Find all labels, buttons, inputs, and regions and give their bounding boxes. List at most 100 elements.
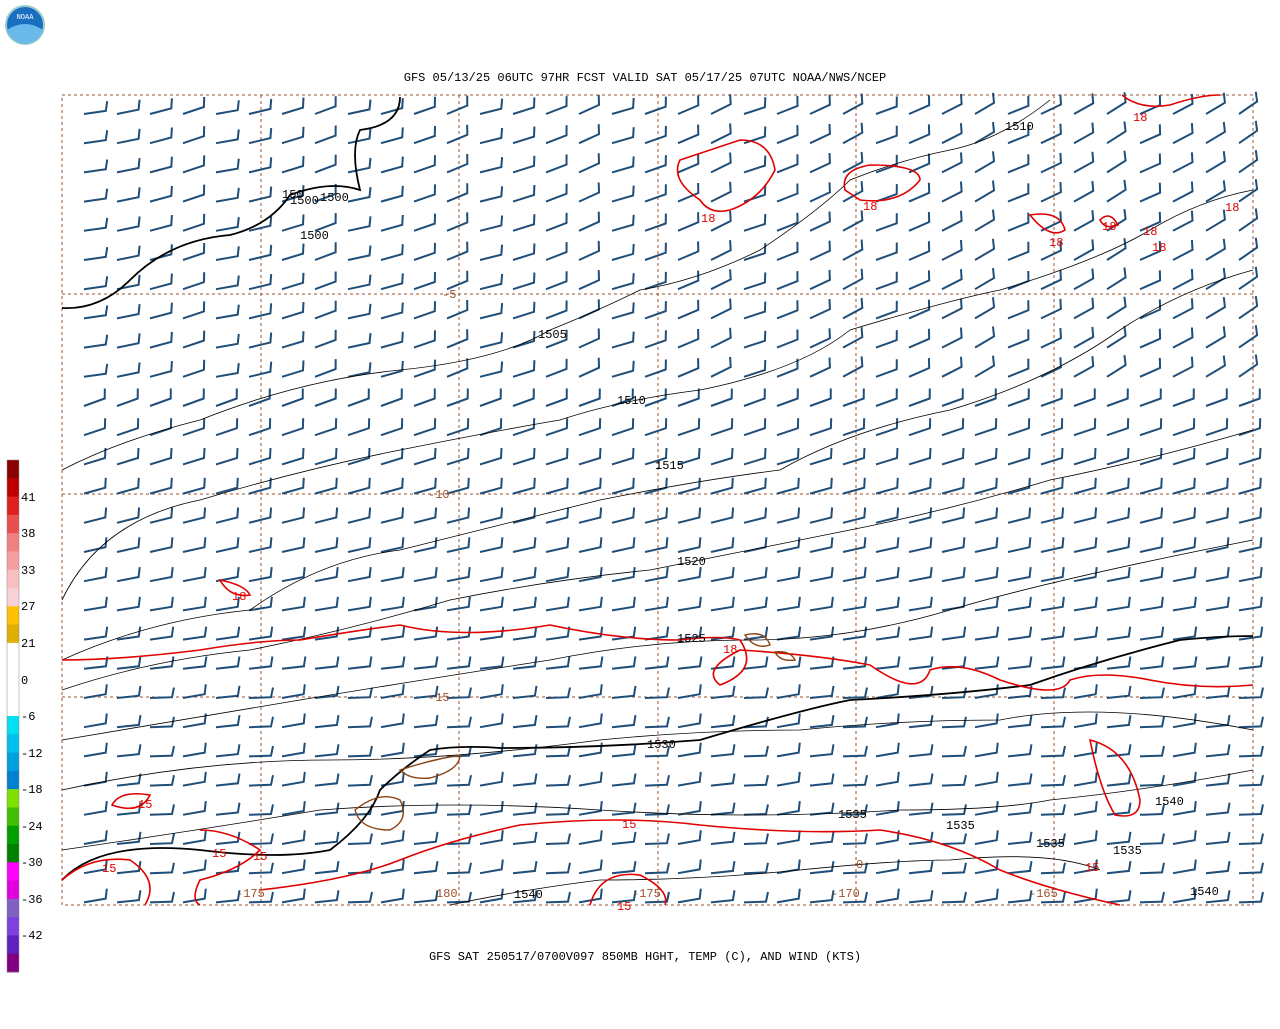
wind-barb [446, 388, 469, 407]
wind-barb [842, 93, 864, 115]
wind-barb [479, 771, 504, 787]
wind-barb [578, 211, 601, 232]
wind-barb [149, 656, 175, 670]
wind-barb [116, 744, 142, 758]
wind-barb [842, 297, 864, 320]
wind-barb [314, 773, 340, 787]
wind-barb [611, 243, 635, 261]
wind-barb [941, 804, 967, 816]
wind-barb [248, 388, 271, 407]
wind-barb [842, 716, 868, 729]
wind-barb [1172, 210, 1194, 232]
color-bar-segment [7, 642, 19, 662]
wind-barb [149, 507, 174, 524]
wind-barb [743, 804, 769, 816]
wind-barb [1238, 687, 1264, 699]
wind-barb [941, 537, 966, 553]
wind-barb [281, 388, 304, 407]
wind-barb [776, 566, 801, 583]
wind-barb [1172, 418, 1196, 437]
wind-barb [1139, 626, 1165, 641]
wind-barb [281, 566, 306, 583]
wind-barb [776, 626, 802, 641]
wind-barb [908, 270, 931, 291]
wind-barb [743, 97, 767, 115]
wind-barb [545, 183, 568, 203]
wind-barb [941, 833, 967, 845]
wind-barb [545, 716, 571, 729]
wind-barb [1172, 859, 1197, 875]
height-label: 1510 [617, 394, 646, 408]
wind-barb [413, 330, 436, 349]
wind-barb [611, 626, 637, 641]
wind-barb [842, 388, 865, 407]
wind-barb [611, 744, 637, 758]
height-label: 1540 [514, 888, 543, 902]
wind-barb [875, 213, 898, 232]
wind-barb [710, 356, 732, 378]
wind-barb [1139, 891, 1165, 904]
wind-barb [1106, 656, 1132, 670]
wind-barb [611, 890, 637, 904]
height-label: 1540 [1155, 795, 1184, 809]
wind-barb [875, 507, 900, 524]
temp-label: 15 [102, 862, 116, 876]
wind-barb [215, 275, 240, 291]
wind-barb [1205, 860, 1231, 875]
wind-barb [875, 330, 898, 349]
temp-label: 18 [701, 212, 715, 226]
wind-barb [1073, 418, 1097, 437]
wind-barb [1139, 537, 1164, 553]
wind-barb [512, 626, 538, 641]
wind-barb [1106, 388, 1129, 407]
wind-barb [182, 713, 207, 729]
wind-barb [1073, 771, 1098, 787]
wind-barb [809, 153, 831, 174]
wind-barb [809, 477, 833, 495]
wind-barb [908, 418, 932, 437]
wind-barb [743, 155, 767, 174]
wind-barb [1205, 267, 1226, 291]
wind-barb [281, 301, 305, 320]
wind-barb [743, 774, 769, 787]
wind-barb [578, 800, 603, 816]
wind-barb [182, 477, 206, 495]
wind-barb [809, 860, 835, 875]
wind-barb [710, 831, 736, 845]
wind-barb [941, 181, 963, 203]
wind-barb [743, 507, 768, 524]
wind-barb [941, 123, 963, 145]
wind-barb [182, 184, 206, 203]
temp-label: 18 [1133, 111, 1147, 125]
wind-barb [281, 684, 306, 699]
wind-barb [116, 99, 141, 115]
wind-barb [314, 418, 338, 437]
wind-barb [413, 213, 436, 232]
wind-barb [446, 626, 472, 641]
wind-barb [347, 128, 372, 145]
wind-barb [710, 94, 732, 115]
wind-barb [644, 716, 670, 729]
wind-barb [1139, 596, 1164, 612]
wind-barb [545, 329, 568, 349]
wind-barb [1238, 266, 1259, 291]
grid-label: -15 [428, 691, 450, 705]
wind-barb [941, 418, 965, 437]
wind-barb [1106, 477, 1130, 495]
wind-barb [314, 744, 340, 758]
wind-barb [149, 388, 172, 407]
wind-barb [677, 684, 702, 699]
wind-barb [1139, 153, 1162, 174]
wind-barb [1205, 507, 1230, 524]
wind-barb [1238, 120, 1259, 145]
color-bar-segment [7, 953, 19, 973]
wind-barb [941, 862, 967, 875]
wind-barb [578, 447, 602, 466]
wind-barb [215, 246, 240, 261]
wind-barb [677, 713, 702, 729]
color-bar-label: -18 [21, 783, 43, 797]
wind-barb [578, 684, 603, 699]
wind-barb [248, 774, 274, 787]
wind-barb [1172, 656, 1198, 670]
